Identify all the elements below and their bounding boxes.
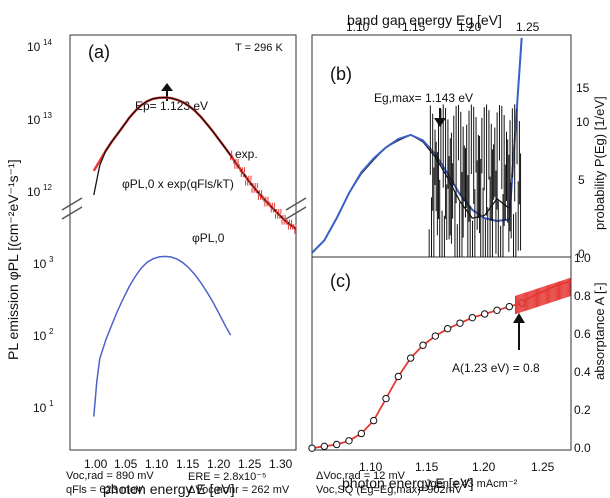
jgen: Jgen = 43 mAcm⁻² bbox=[425, 478, 518, 490]
svg-text:1.30: 1.30 bbox=[269, 457, 293, 471]
svg-text:10: 10 bbox=[27, 113, 41, 127]
annotation-ep: Ep= 1.123 eV bbox=[135, 99, 208, 113]
svg-text:0: 0 bbox=[578, 247, 585, 261]
absorptance-point bbox=[431, 332, 440, 340]
axis-break-left bbox=[61, 197, 83, 220]
annotation-eg-max: Eg,max= 1.143 eV bbox=[374, 91, 473, 105]
svg-text:5: 5 bbox=[578, 173, 585, 187]
panel-b-c-ticks: 1.10 1.15 1.20 1.25 1.10 1.15 1.20 1.25 … bbox=[346, 20, 591, 474]
temperature-label: T = 296 K bbox=[235, 42, 283, 54]
top-xlabel: band gap energy Eg [eV] bbox=[347, 12, 502, 28]
panel-b-c: (b) (c) Eg,max= 1.143 eV A(1.23 eV) = 0.… bbox=[311, 12, 607, 491]
right-ylabel-c: absorptance A [-] bbox=[592, 282, 607, 380]
svg-text:10: 10 bbox=[27, 40, 41, 54]
absorptance-point bbox=[382, 394, 390, 403]
absorptance-point bbox=[480, 310, 489, 318]
series-phi0-line bbox=[93, 255, 232, 417]
ep-arrowhead bbox=[161, 83, 173, 91]
svg-text:1.20: 1.20 bbox=[458, 20, 482, 34]
annotation-absorptance: A(1.23 eV) = 0.8 bbox=[452, 361, 540, 375]
svg-text:2: 2 bbox=[49, 327, 54, 336]
absorptance-point bbox=[394, 372, 403, 381]
svg-text:1.05: 1.05 bbox=[114, 457, 138, 471]
svg-text:0.4: 0.4 bbox=[574, 365, 591, 379]
svg-text:1.25: 1.25 bbox=[238, 457, 262, 471]
right-ylabel-b: probability P(Eg) [1/eV] bbox=[592, 96, 607, 230]
svg-text:1.15: 1.15 bbox=[415, 460, 439, 474]
svg-text:0.2: 0.2 bbox=[574, 403, 591, 417]
panel-a-label: (a) bbox=[88, 42, 110, 62]
svg-text:13: 13 bbox=[43, 111, 52, 120]
absorptance-point bbox=[332, 440, 341, 449]
delta-voc-rad: ΔVoc,rad = 12 mV bbox=[316, 470, 405, 482]
ere: ERE = 2.8x10⁻⁵ bbox=[188, 471, 267, 483]
annotation-exp: exp. bbox=[235, 147, 258, 161]
left-ylabel: PL emission φPL [(cm⁻²eV⁻¹s⁻¹] bbox=[5, 159, 21, 360]
annotation-phi0: φPL,0 bbox=[192, 231, 225, 245]
absorptance-point bbox=[369, 416, 378, 425]
axis-break-right bbox=[285, 197, 307, 220]
svg-text:1.0: 1.0 bbox=[574, 251, 591, 265]
panel-c-label: (c) bbox=[330, 271, 351, 291]
absorptance-point bbox=[345, 437, 353, 445]
absorptance-point bbox=[456, 319, 464, 327]
svg-text:1.10: 1.10 bbox=[359, 460, 383, 474]
absorptance-point bbox=[443, 324, 452, 333]
svg-text:10: 10 bbox=[27, 185, 41, 199]
absorptance-point bbox=[468, 313, 477, 322]
svg-text:3: 3 bbox=[49, 255, 54, 264]
svg-text:15: 15 bbox=[576, 81, 590, 95]
panel-b-label: (b) bbox=[330, 64, 352, 84]
absorptance-point bbox=[419, 341, 427, 349]
svg-text:1.20: 1.20 bbox=[207, 457, 231, 471]
voc-rad: Voc,rad = 890 mV bbox=[66, 470, 154, 482]
svg-text:1.00: 1.00 bbox=[84, 457, 108, 471]
svg-text:10: 10 bbox=[33, 401, 47, 415]
svg-text:0.8: 0.8 bbox=[574, 289, 591, 303]
svg-text:10: 10 bbox=[33, 257, 47, 271]
qfls: qFls = 623 meV bbox=[66, 484, 144, 496]
absorptance-point bbox=[320, 442, 329, 451]
voc-sq: Voc,SQ (Eg=Eg,max)=902mV bbox=[316, 484, 463, 496]
svg-text:1.15: 1.15 bbox=[176, 457, 200, 471]
svg-text:1.15: 1.15 bbox=[402, 20, 426, 34]
svg-text:1.25: 1.25 bbox=[531, 460, 555, 474]
svg-text:1.10: 1.10 bbox=[346, 20, 370, 34]
absorptance-arrowhead bbox=[513, 313, 525, 323]
left-xlabel: photon energy E [eV] bbox=[103, 481, 235, 497]
panel-a: (a) T = 296 K Ep= 1.123 eV exp. φPL,0 x … bbox=[5, 34, 307, 497]
delta-voc-nonr: ΔVoc,nonr = 262 mV bbox=[188, 484, 290, 496]
probability-blue-line bbox=[311, 37, 523, 254]
absorptance-point bbox=[493, 306, 501, 315]
svg-text:12: 12 bbox=[43, 183, 52, 192]
svg-text:0.0: 0.0 bbox=[574, 441, 591, 455]
svg-text:1: 1 bbox=[49, 399, 54, 408]
svg-text:1.10: 1.10 bbox=[145, 457, 169, 471]
svg-text:10: 10 bbox=[33, 329, 47, 343]
absorptance-point bbox=[308, 444, 316, 452]
svg-text:10: 10 bbox=[576, 115, 590, 129]
absorptance-point bbox=[505, 302, 514, 311]
annotation-phi-model: φPL,0 x exp(qFls/kT) bbox=[122, 177, 234, 191]
panel-a-ticks: 10 14 10 13 10 12 10 3 10 2 10 1 1.00 1.05 1.1… bbox=[27, 38, 293, 471]
absorptance-point bbox=[357, 429, 366, 438]
svg-text:1.25: 1.25 bbox=[516, 20, 540, 34]
right-xlabel: photon energy E [eV] bbox=[342, 475, 474, 491]
absorptance-point bbox=[406, 354, 415, 362]
svg-text:1.20: 1.20 bbox=[472, 460, 496, 474]
svg-text:0.6: 0.6 bbox=[574, 327, 591, 341]
svg-text:14: 14 bbox=[43, 38, 52, 47]
chart-layer bbox=[92, 37, 572, 452]
